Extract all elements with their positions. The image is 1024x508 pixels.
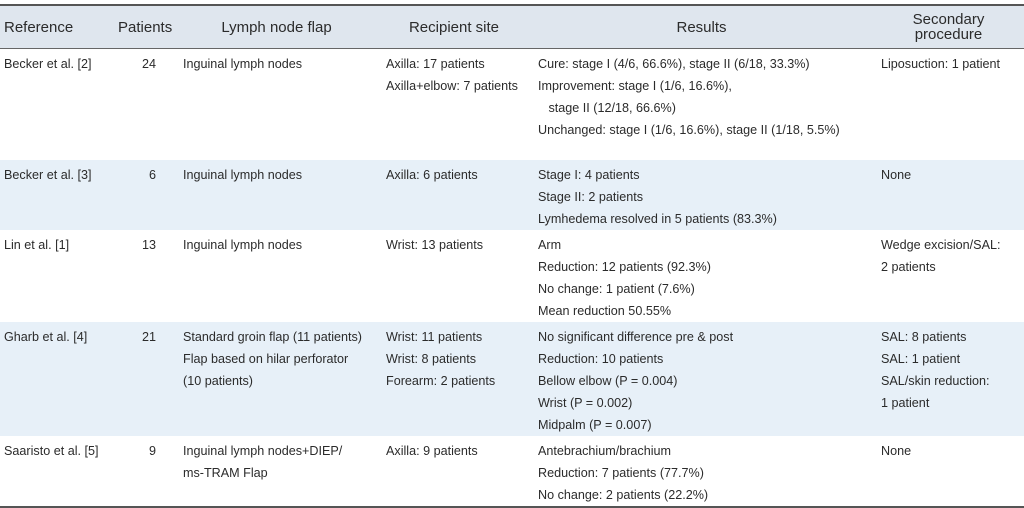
table-cell: None xyxy=(873,436,1024,507)
cell-line: Antebrachium/brachium xyxy=(538,443,671,458)
cell-line: Wedge excision/SAL: xyxy=(881,237,1001,252)
cell-line: ms-TRAM Flap xyxy=(183,465,268,480)
cell-line: No change: 1 patient (7.6%) xyxy=(538,281,695,296)
table-cell: Inguinal lymph nodes xyxy=(175,159,378,230)
cell-line: Inguinal lymph nodes xyxy=(183,167,303,182)
cell-line: Stage I: 4 patients xyxy=(538,167,640,182)
cell-line: SAL: 1 patient xyxy=(881,351,961,366)
table-cell: Axilla: 6 patients xyxy=(378,159,530,230)
cell-line: Wrist: 8 patients xyxy=(386,351,477,366)
header-row: Reference Patients Lymph node flap Recipien… xyxy=(0,5,1024,49)
table-cell: Lin et al. [1] xyxy=(4,237,70,252)
column-header: Reference xyxy=(0,5,112,49)
cell-line: Wrist (P = 0.002) xyxy=(538,395,633,410)
cell-line: No significant difference pre & post xyxy=(538,329,734,344)
cell-line: None xyxy=(881,443,912,458)
cell-line: Liposuction: 1 patient xyxy=(881,57,1001,71)
cell-line: Forearm: 2 patients xyxy=(386,373,496,388)
table-cell: Saaristo et al. [5] xyxy=(4,443,99,458)
page: Reference Patients Lymph node flap Recipien… xyxy=(0,4,1024,508)
cell-line: Mean reduction 50.55% xyxy=(538,303,672,318)
cell-line: Axilla+elbow: 7 patients xyxy=(386,79,518,93)
table-cell: Inguinal lymph nodes+DIEP/ms-TRAM Flap xyxy=(175,436,378,507)
table-cell: Arm Reduction: 12 patients (92.3%) No chan… xyxy=(530,230,873,322)
table-cell: No significant difference pre & post Redu… xyxy=(530,321,873,436)
table-cell: 13 xyxy=(141,237,156,252)
table-cell: None xyxy=(873,159,1024,230)
table-cell: SAL: 8 patients SAL: 1 patient SAL/skin re… xyxy=(873,321,1024,436)
cell-line: Arm xyxy=(538,237,562,252)
cell-line: Unchanged: stage I (1/6, 16.6%), stage I… xyxy=(538,123,840,137)
table-row: Becker et al. [2] 24 Inguinal lymph nodes A… xyxy=(0,49,1024,160)
cell-line: No change: 2 patients (22.2%) xyxy=(538,487,709,502)
table-cell: Becker et al. [3] xyxy=(0,159,112,230)
table-cell: 6 xyxy=(112,159,175,230)
table-cell: Liposuction: 1 patient xyxy=(873,49,1024,160)
cell-line: Lymhedema resolved in 5 patients (83.3%) xyxy=(538,211,777,226)
table-cell: Axilla: 17 patients Axilla+elbow: 7 patie… xyxy=(378,49,530,160)
cell-line: Reduction: 12 patients (92.3%) xyxy=(538,259,711,274)
table-row: Gharb et al. [4] 21 Standard groin flap (1… xyxy=(0,321,1024,436)
cell-line: Flap based on hilar perforator xyxy=(183,351,349,366)
table-cell: Inguinal lymph nodes xyxy=(175,49,378,160)
cell-line: Standard groin flap (11 patients) xyxy=(183,329,362,344)
table-row: Lin et al. [1] 13 Inguinal lymph nodes Wris… xyxy=(0,230,1024,322)
column-header: Secondary procedure xyxy=(873,5,1024,49)
table-cell: Wedge excision/SAL: 2 patients xyxy=(873,230,1024,322)
table-cell: 9 xyxy=(148,443,156,458)
cell-line: Axilla: 9 patients xyxy=(386,443,478,458)
table-cell: Wrist: 13 patients xyxy=(378,230,530,322)
cell-line: (10 patients) xyxy=(183,373,254,388)
column-header: Patients xyxy=(112,5,175,49)
table-cell: Cure: stage I (4/6, 66.6%), stage II (6/… xyxy=(530,49,873,160)
table-cell: 21 xyxy=(112,321,175,436)
data-table: Reference Patients Lymph node flap Recipien… xyxy=(0,4,1024,508)
table-cell: Inguinal lymph nodes xyxy=(175,230,378,322)
column-header: Lymph node flap xyxy=(175,5,378,49)
cell-line: Inguinal lymph nodes xyxy=(183,57,303,71)
cell-line: 2 patients xyxy=(881,259,936,274)
table-cell: Stage I: 4 patients Stage II: 2 patients L… xyxy=(530,159,873,230)
cell-line: Reduction: 10 patients xyxy=(538,351,664,366)
cell-line: Inguinal lymph nodes xyxy=(183,237,303,252)
column-header: Recipient site xyxy=(378,5,530,49)
column-header: Results xyxy=(530,5,873,49)
cell-line: Improvement: stage I (1/6, 16.6%), xyxy=(538,79,732,93)
table-cell: Becker et al. [2] xyxy=(4,57,92,71)
cell-line: Midpalm (P = 0.007) xyxy=(538,417,652,432)
cell-line: Bellow elbow (P = 0.004) xyxy=(538,373,678,388)
cell-line: 1 patient xyxy=(881,395,930,410)
table-row: Becker et al. [3] 6 Inguinal lymph nodes Ax… xyxy=(0,159,1024,230)
cell-line: stage II (12/18, 66.6%) xyxy=(538,101,676,115)
cell-line: SAL/skin reduction: xyxy=(881,373,990,388)
table-cell: Antebrachium/brachium Reduction: 7 patien… xyxy=(530,436,873,507)
cell-line: None xyxy=(881,167,912,182)
table-body: Becker et al. [2] 24 Inguinal lymph nodes A… xyxy=(0,49,1024,507)
table-cell: Axilla: 9 patients xyxy=(378,436,530,507)
table-cell: 24 xyxy=(141,57,156,71)
cell-line: Wrist: 11 patients xyxy=(386,329,483,344)
table-cell: Standard groin flap (11 patients) Flap ba… xyxy=(175,321,378,436)
table-cell: Wrist: 11 patients Wrist: 8 patients Forea… xyxy=(378,321,530,436)
cell-line: Wrist: 13 patients xyxy=(386,237,484,252)
cell-line: Cure: stage I (4/6, 66.6%), stage II (6/… xyxy=(538,57,810,71)
cell-line: Inguinal lymph nodes+DIEP/ xyxy=(183,443,343,458)
table-cell: Gharb et al. [4] xyxy=(0,321,112,436)
cell-line: Reduction: 7 patients (77.7%) xyxy=(538,465,704,480)
cell-line: Stage II: 2 patients xyxy=(538,189,644,204)
cell-line: Axilla: 17 patients xyxy=(386,57,485,71)
cell-line: SAL: 8 patients xyxy=(881,329,967,344)
table-row: Saaristo et al. [5] 9 Inguinal lymph nodes… xyxy=(0,436,1024,507)
cell-line: Axilla: 6 patients xyxy=(386,167,478,182)
